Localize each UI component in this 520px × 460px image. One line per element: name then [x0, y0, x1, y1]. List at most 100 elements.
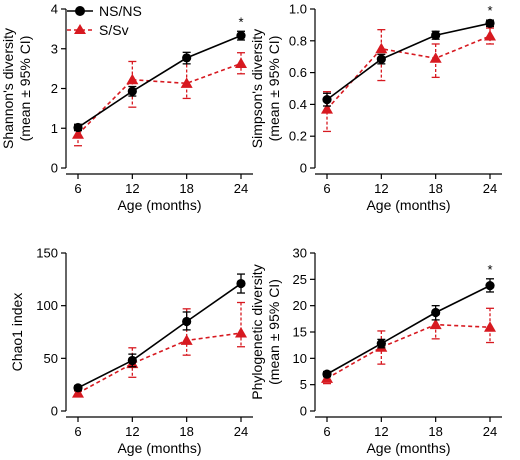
data-point-ssv — [180, 334, 193, 345]
x-tick-label: 6 — [74, 181, 81, 196]
significance-marker: * — [238, 14, 243, 29]
data-point-ssv — [126, 73, 139, 85]
y-axis-sublabel: (mean ± 95% CI) — [266, 279, 282, 385]
series-line-ns — [77, 282, 242, 389]
x-axis-label: Age (months) — [366, 197, 450, 213]
data-point-ns — [485, 18, 495, 28]
y-tick-label: 0.6 — [289, 65, 307, 80]
series-line-ssv — [77, 62, 242, 135]
x-tick-label: 18 — [428, 424, 442, 439]
y-axis-sublabel: (mean ± 95% CI) — [266, 36, 282, 142]
series-line-ssv — [326, 35, 491, 110]
y-tick-label: 0 — [300, 161, 307, 176]
y-tick-label: 1 — [51, 121, 58, 136]
data-point-ssv — [180, 77, 193, 88]
data-point-ssv — [484, 30, 496, 41]
data-point-ns — [236, 278, 246, 289]
x-tick-label: 18 — [428, 181, 442, 196]
x-tick-label: 12 — [374, 181, 388, 196]
y-tick-label: 25 — [293, 272, 307, 287]
y-axis-label: Simpson's diversity — [249, 29, 265, 148]
y-tick-label: 0 — [51, 404, 58, 419]
data-point-ns — [431, 307, 441, 318]
data-point-ssv — [429, 52, 442, 63]
data-point-ns — [182, 53, 192, 63]
x-axis-label: Age (months) — [117, 197, 201, 213]
data-point-ssv — [72, 128, 84, 139]
x-tick-label: 18 — [179, 424, 193, 439]
series-ssv — [72, 301, 247, 398]
y-tick-label: 0 — [51, 161, 58, 176]
series-line-ssv — [326, 323, 491, 380]
x-tick-label: 6 — [323, 181, 330, 196]
y-axis-label: Chao1 index — [9, 293, 25, 372]
legend: NS/NS S/Sv — [67, 3, 142, 38]
x-axis-label: Age (months) — [366, 440, 450, 456]
x-tick-label: 24 — [234, 181, 248, 196]
series-ssv — [321, 307, 496, 385]
series-ssv — [72, 52, 247, 147]
data-point-ns — [485, 281, 495, 291]
series-ns — [73, 30, 246, 133]
series-line-ssv — [77, 332, 242, 394]
series-line-ns — [326, 22, 491, 101]
x-tick-label: 6 — [74, 424, 81, 439]
data-point-ns — [376, 338, 386, 349]
data-point-ssv — [484, 321, 496, 332]
x-tick-label: 12 — [125, 181, 139, 196]
y-tick-label: 10 — [293, 351, 307, 366]
legend-marker-ns — [75, 6, 85, 16]
chart-panel-3: 0 50 100 150 6 12 18 24 Age (months) Chao1 index — [9, 246, 253, 456]
x-tick-label: 24 — [234, 424, 248, 439]
y-axis-sublabel: (mean ± 95% CI) — [17, 36, 33, 142]
y-tick-label: 4 — [51, 2, 58, 17]
data-point-ssv — [375, 42, 388, 54]
y-tick-label: 1.0 — [289, 2, 307, 17]
y-tick-label: 5 — [300, 377, 307, 392]
series-ns — [73, 273, 246, 393]
y-tick-label: 0.8 — [289, 33, 307, 48]
data-point-ssv — [321, 103, 333, 114]
x-tick-label: 12 — [374, 424, 388, 439]
y-tick-label: 100 — [36, 298, 58, 313]
series-ns — [322, 18, 495, 107]
y-tick-label: 15 — [293, 325, 307, 340]
data-point-ns — [236, 31, 246, 41]
x-tick-label: 24 — [483, 181, 497, 196]
data-point-ns — [127, 86, 137, 96]
data-point-ssv — [235, 327, 247, 338]
x-tick-label: 24 — [483, 424, 497, 439]
x-tick-label: 6 — [323, 424, 330, 439]
y-tick-label: 50 — [44, 351, 58, 366]
legend-label-ssv: S/Sv — [99, 22, 129, 38]
y-tick-label: 0.2 — [289, 129, 307, 144]
y-tick-label: 3 — [51, 41, 58, 56]
x-axis-label: Age (months) — [117, 440, 201, 456]
data-point-ns — [73, 383, 83, 393]
legend-entry-ns: NS/NS — [67, 3, 142, 19]
data-point-ns — [182, 316, 192, 327]
series-ssv — [321, 27, 496, 133]
y-tick-label: 150 — [36, 246, 58, 261]
y-axis-label: Shannon's diversity — [0, 28, 16, 149]
data-point-ssv — [429, 318, 442, 330]
series-line-ns — [326, 284, 491, 375]
data-point-ns — [73, 122, 83, 133]
significance-marker: * — [487, 262, 492, 277]
legend-entry-ssv: S/Sv — [67, 22, 129, 38]
y-tick-label: 2 — [51, 81, 58, 96]
significance-marker: * — [487, 3, 492, 18]
chart-panel-4: 0 5 10 15 20 25 30 6 12 18 24 Age (months) Phylogene… — [249, 246, 502, 456]
series-ns — [322, 278, 495, 379]
y-tick-label: 30 — [293, 246, 307, 261]
legend-marker-ssv — [74, 24, 86, 34]
data-point-ns — [431, 30, 441, 40]
y-tick-label: 0 — [300, 404, 307, 419]
series-line-ns — [77, 34, 242, 129]
data-point-ns — [322, 95, 332, 105]
y-tick-label: 0.4 — [289, 97, 307, 112]
data-point-ns — [376, 54, 386, 64]
